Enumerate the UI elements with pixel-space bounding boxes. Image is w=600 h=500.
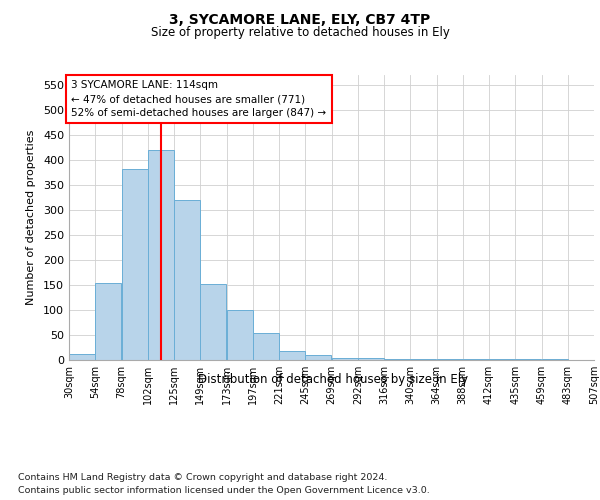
Text: Contains public sector information licensed under the Open Government Licence v3: Contains public sector information licen… [18, 486, 430, 495]
Bar [410, 358, 436, 360]
Bar [174, 200, 200, 360]
Text: 3, SYCAMORE LANE, ELY, CB7 4TP: 3, SYCAMORE LANE, ELY, CB7 4TP [169, 12, 431, 26]
Bar [384, 358, 410, 360]
Text: Size of property relative to detached houses in Ely: Size of property relative to detached ho… [151, 26, 449, 39]
Bar [227, 310, 253, 360]
Bar [253, 332, 279, 360]
Bar [305, 355, 331, 360]
Text: Distribution of detached houses by size in Ely: Distribution of detached houses by size … [198, 372, 468, 386]
Y-axis label: Number of detached properties: Number of detached properties [26, 130, 36, 305]
Bar [332, 358, 358, 360]
Bar [437, 358, 463, 360]
Bar [489, 358, 515, 360]
Bar [148, 150, 174, 360]
Bar [200, 284, 226, 360]
Text: 3 SYCAMORE LANE: 114sqm
← 47% of detached houses are smaller (771)
52% of semi-d: 3 SYCAMORE LANE: 114sqm ← 47% of detache… [71, 80, 326, 118]
Bar [542, 358, 568, 360]
Bar [279, 351, 305, 360]
Bar [122, 169, 148, 360]
Bar [515, 358, 541, 360]
Bar [463, 358, 489, 360]
Bar [69, 354, 95, 360]
Text: Contains HM Land Registry data © Crown copyright and database right 2024.: Contains HM Land Registry data © Crown c… [18, 472, 388, 482]
Bar [358, 358, 384, 360]
Bar [95, 282, 121, 360]
